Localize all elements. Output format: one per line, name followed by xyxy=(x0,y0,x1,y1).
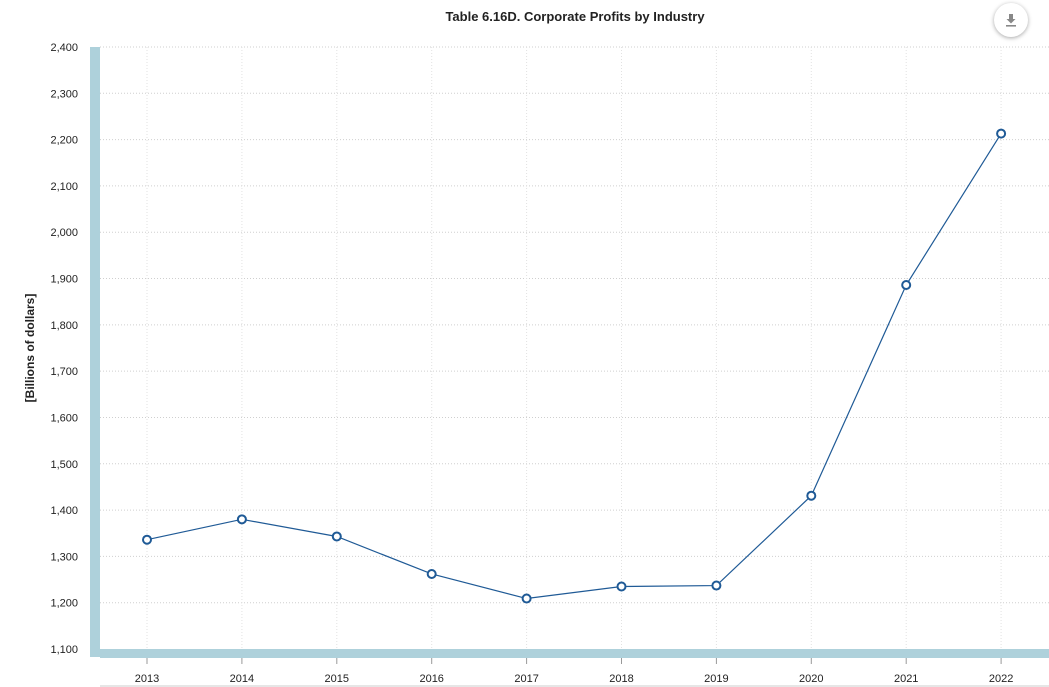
series xyxy=(142,128,1007,604)
y-tick-label: 1,200 xyxy=(50,598,78,610)
x-tick-label: 2021 xyxy=(894,673,918,685)
y-axis-ticks: 1,100 1,200 1,300 1,400 1,500 1,600 1,700 1,800… xyxy=(50,42,78,656)
data-point[interactable] xyxy=(331,531,342,542)
x-tick-label: 2020 xyxy=(799,673,823,685)
x-axis-band xyxy=(100,649,1049,658)
x-tick-label: 2013 xyxy=(135,673,159,685)
y-tick-label: 2,200 xyxy=(50,135,78,147)
download-button[interactable] xyxy=(994,3,1028,37)
y-tick-label: 2,000 xyxy=(50,227,78,239)
data-point[interactable] xyxy=(426,568,437,579)
y-tick-label: 2,300 xyxy=(50,88,78,100)
x-tick-label: 2019 xyxy=(704,673,728,685)
y-tick-label: 1,600 xyxy=(50,412,78,424)
data-point[interactable] xyxy=(711,580,722,591)
x-tick-label: 2016 xyxy=(419,673,443,685)
x-tick-label: 2015 xyxy=(325,673,349,685)
chart-title: Table 6.16D. Corporate Profits by Indust… xyxy=(445,9,705,24)
y-tick-label: 1,900 xyxy=(50,274,78,286)
y-axis-band xyxy=(90,47,100,657)
y-tick-label: 2,100 xyxy=(50,181,78,193)
y-tick-label: 1,700 xyxy=(50,366,78,378)
y-tick-label: 1,500 xyxy=(50,459,78,471)
data-point[interactable] xyxy=(616,581,627,592)
grid xyxy=(100,46,1049,649)
x-tick-label: 2022 xyxy=(989,673,1013,685)
y-tick-label: 1,100 xyxy=(50,644,78,656)
data-point[interactable] xyxy=(142,534,152,545)
data-point[interactable] xyxy=(901,280,912,291)
x-axis-ticks: 2013 2014 2015 2016 2017 2018 2019 2020 2021 2022 xyxy=(135,658,1013,685)
y-tick-label: 1,300 xyxy=(50,551,78,563)
x-tick-label: 2017 xyxy=(514,673,538,685)
data-point[interactable] xyxy=(996,128,1007,139)
data-point[interactable] xyxy=(521,593,532,604)
y-tick-label: 1,400 xyxy=(50,505,78,517)
download-icon xyxy=(1006,14,1016,27)
series-line xyxy=(146,133,1002,600)
x-tick-label: 2014 xyxy=(230,673,254,685)
axes xyxy=(90,47,1049,687)
y-tick-label: 2,400 xyxy=(50,42,78,54)
y-tick-label: 1,800 xyxy=(50,320,78,332)
x-tick-label: 2018 xyxy=(609,673,633,685)
data-point[interactable] xyxy=(806,490,817,501)
y-axis-title: [Billions of dollars] xyxy=(23,294,37,403)
data-point[interactable] xyxy=(236,514,247,525)
